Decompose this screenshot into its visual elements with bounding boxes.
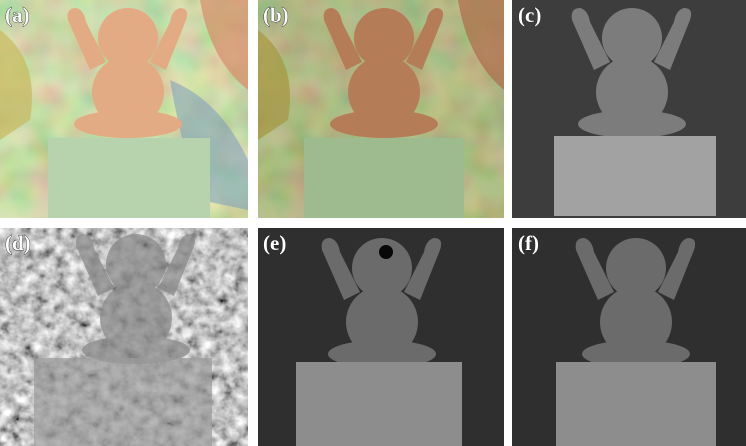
box-depth <box>554 136 716 216</box>
box-depth <box>34 358 212 446</box>
panel-label: (a) <box>5 3 30 27</box>
panel-label: (d) <box>5 231 31 255</box>
panel-label: (f) <box>518 231 539 255</box>
panel-b: (b) <box>258 0 504 218</box>
panel-label: (b) <box>263 3 289 27</box>
panel-a: (a) <box>0 0 248 218</box>
panel-e: (e) <box>258 228 504 446</box>
panel-d: (d) <box>0 228 248 446</box>
box-depth <box>296 362 462 446</box>
box-depth <box>556 362 716 446</box>
panel-c: (c) <box>512 0 746 218</box>
box <box>48 138 210 218</box>
panel-label: (e) <box>263 231 286 255</box>
panel-f: (f) <box>512 228 746 446</box>
hole <box>379 245 393 259</box>
box <box>304 138 464 218</box>
panel-label: (c) <box>518 3 541 27</box>
figure: (a) (b) (c) (d) (e) (f) <box>0 0 746 446</box>
page: {"panels": [{"label": "(a)"}, {"label": … <box>0 0 746 446</box>
